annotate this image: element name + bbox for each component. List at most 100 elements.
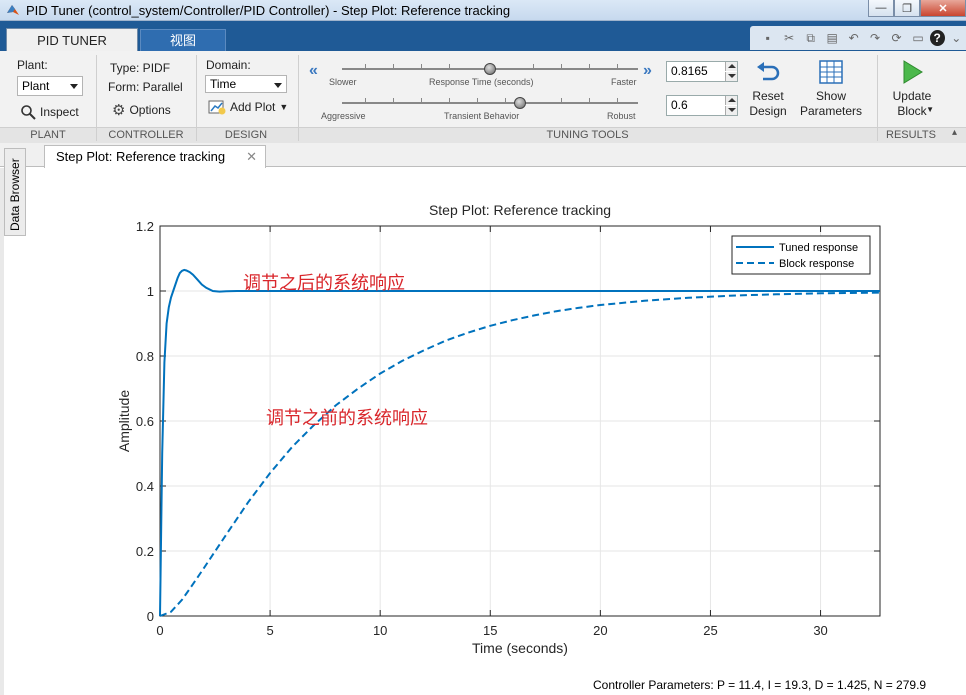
options-button[interactable]: ⚙ Options (112, 101, 171, 119)
x-tick-label: 0 (156, 623, 163, 638)
x-tick-label: 30 (813, 623, 827, 638)
domain-label: Domain: (206, 58, 251, 72)
spin-down-icon[interactable] (725, 72, 737, 81)
controller-form: Form: Parallel (108, 80, 183, 94)
update-block-label: Update Block (892, 89, 932, 118)
chart-title: Step Plot: Reference tracking (429, 202, 611, 218)
spin-up-icon[interactable] (725, 62, 737, 71)
tab-step-plot[interactable]: Step Plot: Reference tracking ✕ (44, 145, 266, 168)
paste-icon[interactable]: ▤ (826, 31, 838, 45)
aggressive-label: Aggressive (321, 111, 366, 121)
update-block-button[interactable]: Update Block ▼ (886, 59, 938, 119)
add-plot-button[interactable]: Add Plot ▼ (208, 99, 288, 115)
chevron-down-icon: ▼ (279, 102, 289, 112)
options-label: Options (129, 103, 171, 117)
domain-value: Time (210, 77, 237, 91)
inspect-label: Inspect (40, 105, 79, 119)
y-tick-label: 0.4 (136, 479, 154, 494)
slider-tick (589, 98, 590, 103)
add-plot-label: Add Plot (230, 100, 276, 114)
spin-up-icon[interactable] (725, 96, 737, 105)
y-tick-label: 0.2 (136, 544, 154, 559)
series-line-block-response (159, 291, 881, 617)
domain-dropdown[interactable]: Time (205, 75, 287, 93)
left-strip (0, 168, 4, 695)
slider-tick (477, 98, 478, 103)
minimize-button[interactable]: — (868, 0, 894, 17)
data-browser-tab[interactable]: Data Browser (4, 148, 26, 236)
response-time-thumb[interactable] (484, 63, 496, 75)
legend-label: Tuned response (779, 242, 858, 254)
section-results-label: RESULTS (886, 129, 936, 141)
faster-arrows-icon[interactable]: » (643, 62, 652, 79)
reset-design-button[interactable]: Reset Design (744, 59, 792, 119)
faster-label: Faster (611, 77, 637, 87)
spin-down-icon[interactable] (725, 106, 737, 115)
help-icon[interactable]: ? (929, 30, 945, 46)
redo-icon[interactable]: ↷ (870, 31, 881, 45)
slower-arrows-icon[interactable]: « (309, 62, 318, 79)
controller-type: Type: PIDF (110, 61, 171, 75)
close-tab-icon[interactable]: ✕ (246, 149, 257, 164)
slider-tick (365, 98, 366, 103)
x-tick-label: 20 (593, 623, 607, 638)
expand-icon[interactable]: ⌄ (951, 31, 962, 45)
show-parameters-label: Show Parameters (800, 89, 863, 118)
x-tick-label: 5 (266, 623, 273, 638)
transient-behavior-spinner[interactable]: 0.6 (666, 95, 738, 116)
separator (196, 55, 197, 141)
separator (877, 55, 878, 141)
save-icon[interactable]: ▪ (765, 31, 770, 45)
response-time-value: 0.8165 (671, 64, 708, 78)
tab-step-plot-label: Step Plot: Reference tracking (56, 149, 226, 164)
section-plant-label: PLANT (30, 129, 66, 141)
response-time-spinner[interactable]: 0.8165 (666, 61, 738, 82)
slider-tick (505, 98, 506, 103)
copy-icon[interactable]: ⧉ (806, 30, 815, 45)
slider-tick (393, 98, 394, 103)
series-line-tuned-response (159, 268, 880, 617)
undo-icon[interactable]: ↶ (848, 31, 859, 45)
section-controller-label: CONTROLLER (108, 129, 184, 141)
slider-tick (421, 64, 422, 69)
ribbon-section-labels (0, 127, 966, 143)
collapse-ribbon-icon[interactable]: ▴ (952, 127, 958, 138)
tab-view[interactable]: 视图 (140, 29, 226, 51)
refresh-icon[interactable]: ⟳ (891, 31, 902, 45)
transient-behavior-value: 0.6 (671, 98, 688, 112)
slider-tick (617, 98, 618, 103)
slider-tick (365, 64, 366, 69)
slider-tick (393, 64, 394, 69)
quick-access-toolbar: ▪ ✂ ⧉ ▤ ↶ ↷ ⟳ ▭ ? ⌄ (750, 26, 966, 50)
section-design-label: DESIGN (224, 129, 268, 141)
response-time-label: Response Time (seconds) (429, 77, 534, 87)
chevron-down-icon (274, 83, 282, 88)
maximize-button[interactable]: ❐ (894, 0, 920, 17)
inspect-button[interactable]: Inspect (20, 104, 79, 120)
y-tick-label: 0 (147, 609, 154, 624)
separator (298, 55, 299, 141)
play-arrow-icon (903, 60, 923, 84)
controller-parameters: Controller Parameters: P = 11.4, I = 19.… (593, 678, 927, 692)
y-tick-label: 1.2 (136, 219, 154, 234)
slider-tick (561, 98, 562, 103)
transient-behavior-label: Transient Behavior (444, 111, 520, 121)
chevron-down-icon: ▼ (926, 105, 934, 114)
plant-value: Plant (22, 79, 50, 93)
y-tick-label: 0.6 (136, 414, 154, 429)
undo-arrow-icon (757, 62, 780, 81)
plant-dropdown[interactable]: Plant (17, 76, 83, 96)
show-parameters-button[interactable]: Show Parameters (800, 59, 862, 119)
slider-tick (617, 64, 618, 69)
transient-behavior-slider[interactable] (342, 102, 638, 104)
plant-label: Plant: (17, 58, 48, 72)
legend-box (731, 235, 871, 275)
window-title: PID Tuner (control_system/Controller/PID… (26, 3, 511, 18)
transient-behavior-thumb[interactable] (513, 97, 526, 109)
matlab-logo-icon (7, 5, 19, 15)
tab-pid-tuner[interactable]: PID TUNER (6, 28, 138, 51)
layout-icon[interactable]: ▭ (912, 31, 924, 45)
y-axis-label: Amplitude (116, 390, 132, 452)
cut-icon[interactable]: ✂ (784, 31, 795, 45)
